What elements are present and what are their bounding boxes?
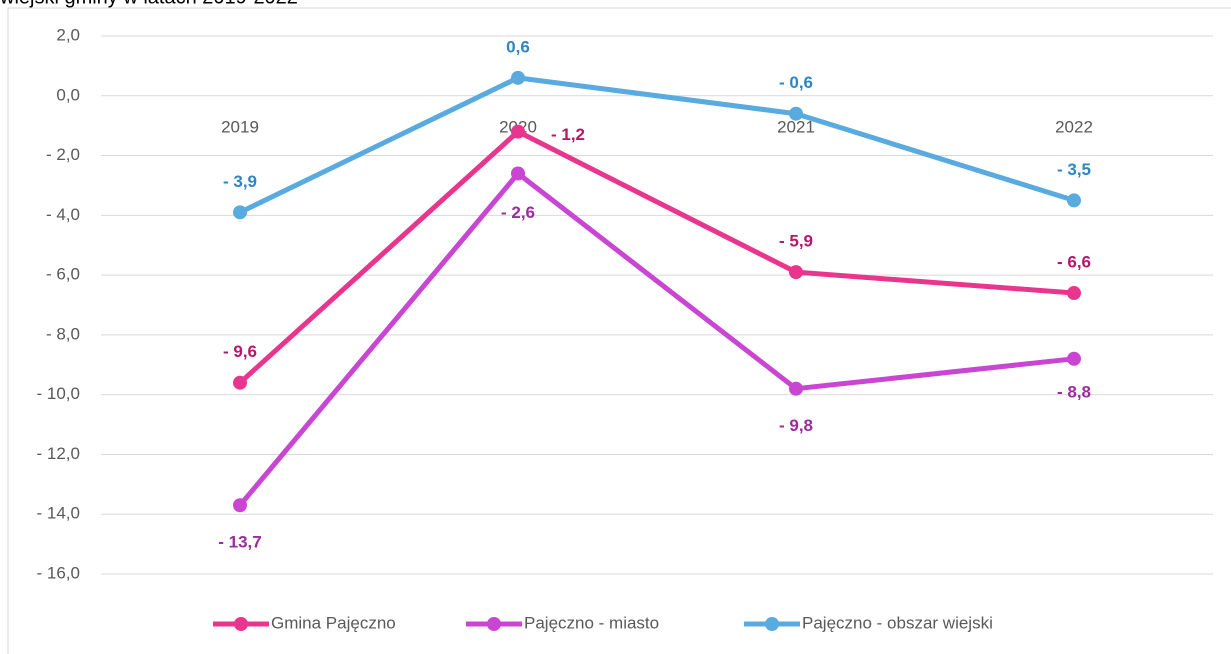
legend-marker <box>487 617 501 631</box>
point <box>511 124 525 139</box>
y-tick-label: 2,0 <box>56 25 80 44</box>
data-label: - 0,6 <box>779 73 813 92</box>
data-label: - 5,9 <box>779 232 813 251</box>
point <box>233 205 247 220</box>
data-label: - 9,6 <box>223 342 257 361</box>
point <box>1067 193 1081 208</box>
x-tick-label: 2022 <box>1055 117 1093 136</box>
series-line <box>238 170 1075 507</box>
y-tick-label: - 10,0 <box>37 384 80 403</box>
data-label: - 6,6 <box>1057 253 1091 272</box>
point <box>233 375 247 390</box>
data-label: - 3,5 <box>1057 160 1091 179</box>
chart-border <box>7 7 1231 654</box>
data-label: - 13,7 <box>218 533 261 552</box>
data-label: - 8,8 <box>1057 382 1091 401</box>
series-line <box>238 129 1075 385</box>
legend-marker <box>765 617 779 631</box>
point <box>789 265 803 280</box>
point <box>511 166 525 181</box>
x-tick-label: 2019 <box>221 117 259 136</box>
data-label: - 2,6 <box>501 203 535 222</box>
y-tick-label: - 6,0 <box>46 265 80 284</box>
point <box>1067 286 1081 301</box>
legend-marker <box>234 617 248 631</box>
point <box>233 498 247 513</box>
legend-label: Pajęczno - obszar wiejski <box>802 613 993 632</box>
y-tick-label: - 2,0 <box>46 145 80 164</box>
x-tick-label: 2021 <box>777 117 815 136</box>
data-label: - 9,8 <box>779 416 813 435</box>
y-tick-label: - 14,0 <box>37 504 80 523</box>
series-line <box>238 75 1075 215</box>
y-tick-label: - 4,0 <box>46 205 80 224</box>
data-label: - 3,9 <box>223 172 257 191</box>
point <box>1067 351 1081 366</box>
data-label: - 1,2 <box>551 125 585 144</box>
data-label: 0,6 <box>506 37 530 56</box>
y-tick-label: - 16,0 <box>37 563 80 582</box>
y-tick-label: - 12,0 <box>37 444 80 463</box>
legend-label: Gmina Pajęczno <box>271 613 396 632</box>
point <box>511 70 525 85</box>
point <box>789 106 803 121</box>
y-tick-label: 0,0 <box>56 85 80 104</box>
chart-title: wiejski gminy w latach 2019-2022 <box>0 0 298 8</box>
legend-label: Pajęczno - miasto <box>524 613 659 632</box>
y-tick-label: - 8,0 <box>46 324 80 343</box>
point <box>789 381 803 396</box>
